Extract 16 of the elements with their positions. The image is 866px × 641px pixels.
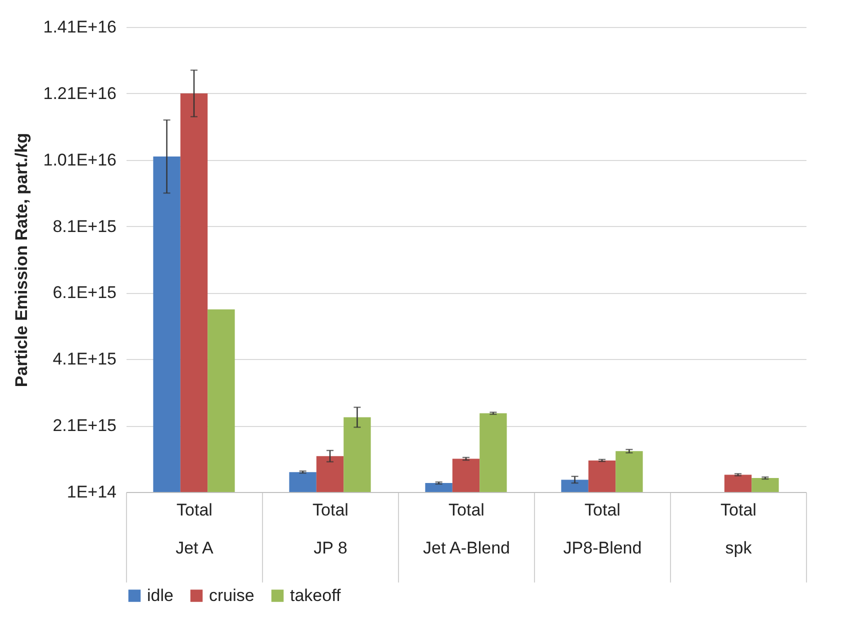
x-tick-label: Total Jet A-Blend: [423, 500, 510, 558]
y-tick-label: 4.1E+15: [52, 350, 116, 369]
y-tick-label: 8.1E+15: [52, 216, 116, 236]
x-tick-label: Total JP 8: [312, 500, 348, 558]
y-tick-label: 1E+14: [66, 482, 116, 502]
y-tick-label: 2.1E+15: [52, 416, 116, 436]
x-tick-label: Total spk: [720, 500, 756, 558]
legend-label: cruise: [209, 586, 254, 605]
legend-label: takeoff: [290, 586, 342, 605]
y-tick-label: 1.41E+16: [43, 18, 116, 36]
y-tick-label: 6.1E+15: [52, 283, 116, 302]
legend-label: idle: [147, 586, 174, 605]
y-tick-label: 1.01E+16: [43, 150, 116, 170]
x-tick-label: Total JP8-Blend: [563, 500, 642, 558]
y-axis-title: Particle Emission Rate, part./kg: [12, 132, 32, 388]
y-tick-label: 1.21E+16: [43, 84, 116, 103]
